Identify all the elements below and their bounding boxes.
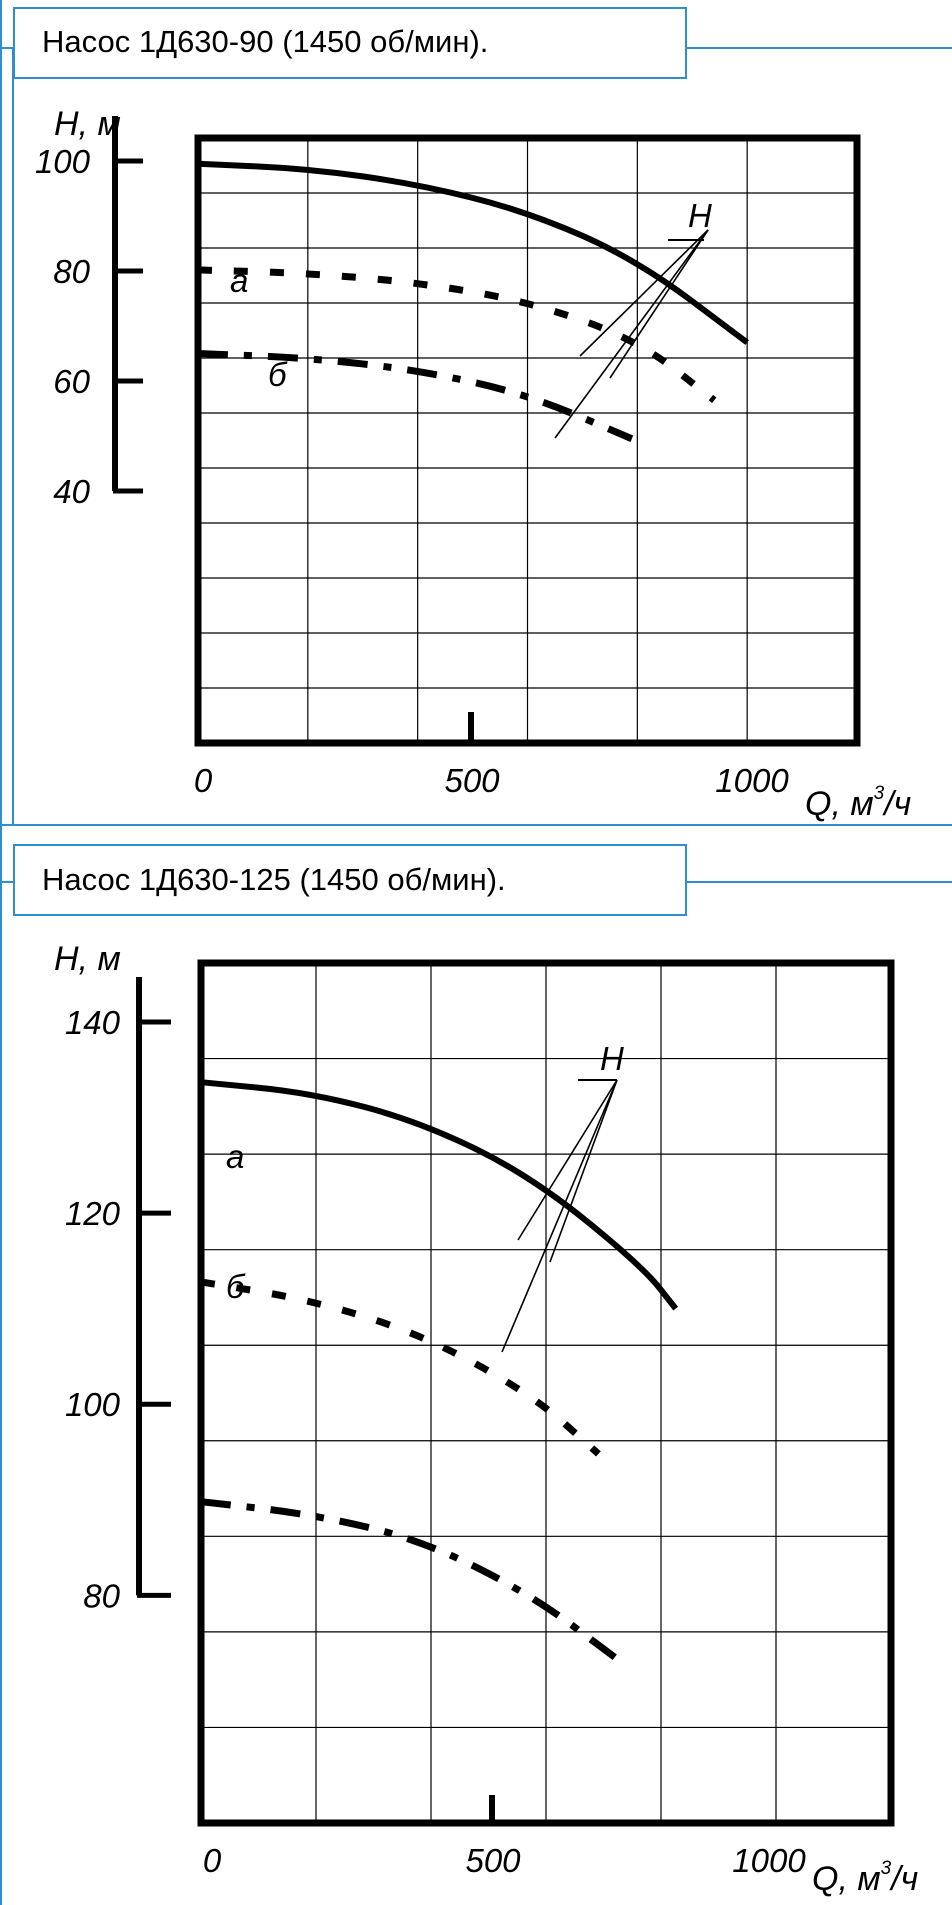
y-tick-label: 100	[35, 143, 91, 180]
x-tick-label: 1000	[732, 1842, 806, 1879]
leader-line	[609, 229, 709, 379]
x-axis-label: Q, м3/ч	[812, 1858, 918, 1898]
x-axis-label-main: Q, м	[812, 1860, 881, 1898]
y-tick-label: 40	[53, 473, 90, 510]
y-axis: 100 80 60 40	[35, 116, 143, 510]
annotation-h: H	[600, 1040, 624, 1077]
y-tick-label: 120	[65, 1195, 121, 1232]
x-axis-label-main: Q, м	[805, 785, 874, 823]
x-axis-label-sup: 3	[881, 1858, 892, 1879]
series-line-a	[200, 1278, 601, 1457]
series-line-h	[197, 160, 749, 345]
title-frame: Насос 1Д630-90 (1450 об/мин).	[0, 0, 952, 826]
y-tick-label: 80	[83, 1577, 120, 1614]
series-line-h	[200, 1079, 679, 1311]
leader-line	[501, 1079, 618, 1353]
x-tick-label: 500	[444, 762, 500, 799]
y-tick-label: 60	[53, 363, 90, 400]
series-group	[197, 160, 749, 442]
h-annotation: H	[501, 1040, 624, 1353]
h-annotation: H	[554, 197, 712, 439]
chart-panel-1d630-90: Насос 1Д630-90 (1450 об/мин). 100806040 …	[0, 0, 952, 826]
series-line-b	[200, 1498, 618, 1661]
y-axis-label: H, м	[54, 105, 121, 143]
y-axis: 140 120 100 80	[65, 977, 171, 1614]
plot-frame	[194, 134, 861, 747]
x-axis-label: Q, м3/ч	[805, 783, 911, 823]
y-axis-label: H, м	[54, 940, 121, 978]
x-axis-label-tail: /ч	[889, 1860, 918, 1898]
title-frame: Насос 1Д630-125 (1450 об/мин).	[0, 825, 952, 1905]
title-box	[13, 7, 687, 79]
x-tick-label: 0	[203, 1842, 222, 1879]
x-tick-label: 500	[465, 1842, 521, 1879]
chart-title: Насос 1Д630-125 (1450 об/мин).	[42, 862, 506, 897]
chart-title: Насос 1Д630-90 (1450 об/мин).	[42, 24, 488, 59]
curve-label-b: б	[268, 356, 288, 393]
title-box	[13, 844, 687, 916]
x-tick-labels: 0 500 1000	[203, 1842, 807, 1879]
leader-line	[554, 229, 709, 439]
x-tick-labels: 0 500 1000	[194, 762, 790, 799]
leader-line	[517, 1079, 618, 1241]
y-tick-label: 140	[65, 1004, 121, 1041]
leader-line	[549, 1079, 618, 1263]
x-axis-label-tail: /ч	[882, 785, 911, 823]
x-axis-label-sup: 3	[874, 783, 885, 804]
plot-frame	[197, 959, 895, 1827]
grid	[201, 963, 891, 1823]
y-tick-label: 80	[53, 253, 90, 290]
series-line-b	[197, 350, 634, 442]
series-group	[200, 1079, 679, 1661]
curve-labels: аб	[230, 262, 288, 393]
curve-label-b: б	[226, 1268, 246, 1305]
x-tick-label: 0	[194, 762, 213, 799]
curve-label-a: а	[230, 262, 248, 299]
curve-labels: аб	[226, 1138, 246, 1305]
leader-line	[579, 229, 709, 357]
annotation-h: H	[688, 197, 712, 234]
chart-panel-1d630-125: Насос 1Д630-125 (1450 об/мин). 140 120 100…	[0, 825, 952, 1905]
x-tick-label: 1000	[715, 762, 789, 799]
curve-label-a: а	[226, 1138, 244, 1175]
grid	[198, 138, 857, 743]
y-tick-label: 100	[65, 1386, 121, 1423]
